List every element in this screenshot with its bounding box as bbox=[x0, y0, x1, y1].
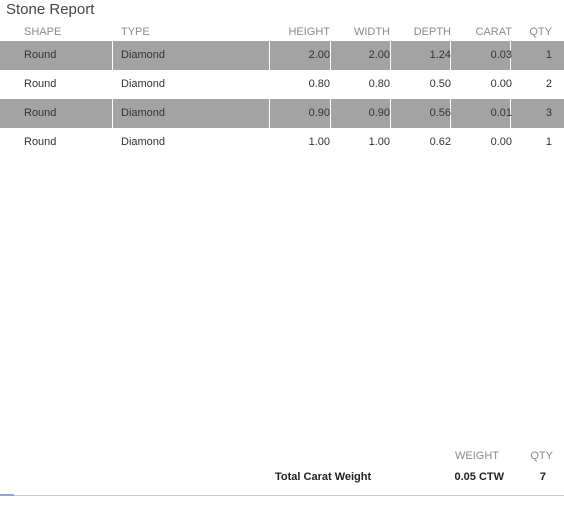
cell-carat: 0.01 bbox=[490, 107, 512, 119]
cell-height: 1.00 bbox=[308, 136, 330, 148]
cell-divider bbox=[330, 99, 331, 128]
column-header-carat[interactable]: CARAT bbox=[475, 26, 512, 38]
cell-height: 0.80 bbox=[308, 78, 330, 90]
cell-carat: 0.00 bbox=[490, 78, 512, 90]
summary-header: WEIGHT QTY bbox=[0, 448, 564, 464]
total-qty-value: 7 bbox=[539, 471, 546, 483]
cell-divider bbox=[510, 99, 511, 128]
cell-shape: Round bbox=[24, 78, 57, 90]
table-row[interactable]: Round Diamond 0.90 0.90 0.56 0.01 3 bbox=[0, 99, 564, 128]
cell-qty: 2 bbox=[545, 78, 552, 90]
table-row[interactable]: Round Diamond 0.80 0.80 0.50 0.00 2 bbox=[0, 70, 564, 99]
column-header-depth[interactable]: DEPTH bbox=[413, 26, 451, 38]
cell-divider bbox=[269, 41, 270, 70]
report-title: Stone Report bbox=[6, 1, 95, 18]
cell-divider bbox=[450, 41, 451, 70]
summary-row: Total Carat Weight 0.05 CTW 7 bbox=[0, 469, 564, 485]
table-header: SHAPE TYPE HEIGHT WIDTH DEPTH CARAT QTY bbox=[0, 24, 564, 40]
column-header-shape[interactable]: SHAPE bbox=[24, 26, 62, 38]
cell-qty: 1 bbox=[545, 49, 552, 61]
cell-width: 2.00 bbox=[368, 49, 390, 61]
cell-depth: 0.62 bbox=[429, 136, 451, 148]
summary-header-weight: WEIGHT bbox=[455, 450, 499, 462]
cell-shape: Round bbox=[24, 136, 57, 148]
cell-width: 0.90 bbox=[368, 107, 390, 119]
total-weight-value: 0.05 CTW bbox=[454, 471, 504, 483]
column-header-width[interactable]: WIDTH bbox=[353, 26, 390, 38]
cell-type: Diamond bbox=[121, 107, 166, 119]
cell-type: Diamond bbox=[121, 49, 166, 61]
cell-qty: 1 bbox=[545, 136, 552, 148]
total-carat-weight-label: Total Carat Weight bbox=[275, 471, 372, 483]
cell-width: 1.00 bbox=[368, 136, 390, 148]
cell-shape: Round bbox=[24, 49, 57, 61]
cell-divider bbox=[112, 41, 113, 70]
cell-divider bbox=[510, 41, 511, 70]
cell-type: Diamond bbox=[121, 78, 166, 90]
cell-divider bbox=[390, 41, 391, 70]
cell-divider bbox=[390, 99, 391, 128]
cell-divider bbox=[112, 99, 113, 128]
column-header-type[interactable]: TYPE bbox=[121, 26, 150, 38]
table-row[interactable]: Round Diamond 1.00 1.00 0.62 0.00 1 bbox=[0, 128, 564, 157]
summary-header-qty: QTY bbox=[530, 450, 553, 462]
scrollbar-indicator bbox=[0, 494, 14, 496]
cell-divider bbox=[269, 99, 270, 128]
column-header-height[interactable]: HEIGHT bbox=[288, 26, 330, 38]
cell-carat: 0.00 bbox=[490, 136, 512, 148]
cell-depth: 0.50 bbox=[429, 78, 451, 90]
footer-divider bbox=[0, 495, 564, 496]
cell-depth: 1.24 bbox=[429, 49, 451, 61]
stone-table: Round Diamond 2.00 2.00 1.24 0.03 1 Roun… bbox=[0, 41, 564, 157]
cell-depth: 0.56 bbox=[429, 107, 451, 119]
cell-divider bbox=[450, 99, 451, 128]
cell-width: 0.80 bbox=[368, 78, 390, 90]
cell-height: 2.00 bbox=[308, 49, 330, 61]
column-header-qty[interactable]: QTY bbox=[529, 26, 552, 38]
cell-type: Diamond bbox=[121, 136, 166, 148]
cell-height: 0.90 bbox=[308, 107, 330, 119]
cell-shape: Round bbox=[24, 107, 57, 119]
table-row[interactable]: Round Diamond 2.00 2.00 1.24 0.03 1 bbox=[0, 41, 564, 70]
cell-qty: 3 bbox=[545, 107, 552, 119]
cell-divider bbox=[330, 41, 331, 70]
cell-carat: 0.03 bbox=[490, 49, 512, 61]
